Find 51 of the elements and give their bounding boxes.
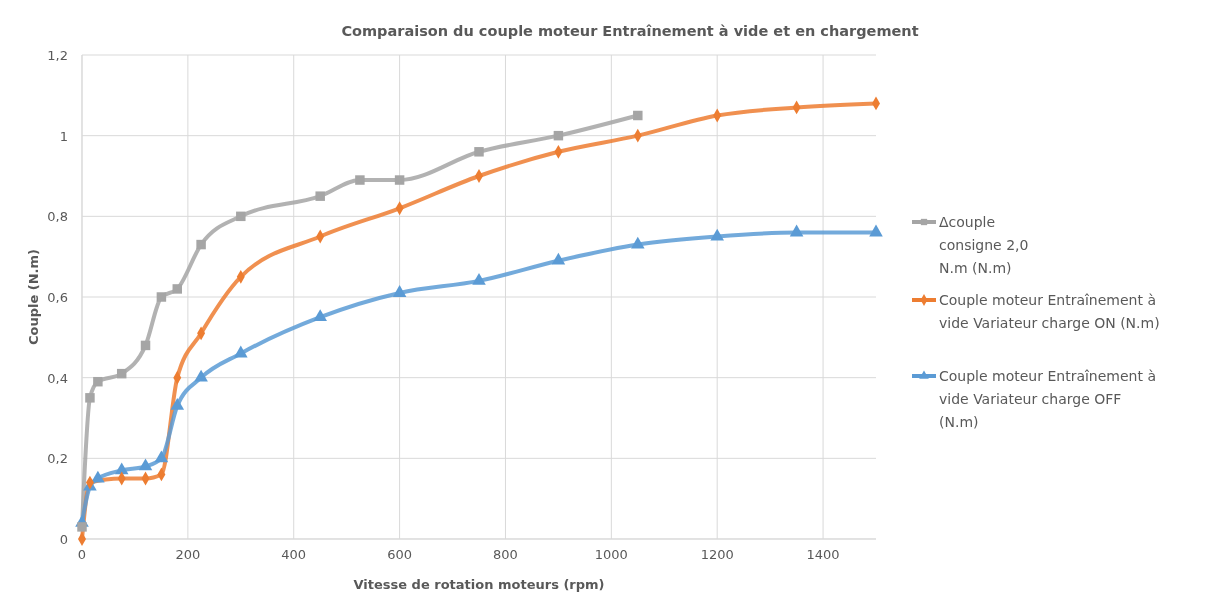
point [472,273,486,285]
point [631,236,645,249]
point [138,458,153,471]
point [77,522,87,532]
x-tick-label: 0 [77,547,87,562]
y-tick-label: 0,2 [47,451,68,467]
point [553,130,564,141]
point [140,340,151,351]
point [315,191,325,201]
point [93,376,103,387]
y-tick-label: 0,6 [47,290,68,305]
point [355,175,365,185]
legend-label: Couple moteur Entraînement à vide Variateur charge OFF (N.m) [939,368,1156,430]
y-axis-title: Couple (N.m) [26,248,41,346]
point [474,147,484,157]
legend-label: Δcouple consigne 2,0 N.m (N.m) [939,214,1029,276]
point [91,470,105,483]
point [156,292,167,302]
point [194,369,208,382]
x-tick-label: 400 [281,547,307,562]
point [551,252,566,265]
point [394,175,405,185]
point [196,239,206,250]
y-tick-label: 0 [59,532,68,547]
point [116,368,127,379]
point [170,398,185,410]
chart-title: Comparaison du couple moteur Entraînement à vide et en chargement [341,23,919,39]
point [234,345,248,358]
x-tick-label: 800 [493,547,518,562]
x-tick-label: 600 [387,547,413,562]
point [114,462,129,475]
point [789,224,804,237]
x-tick-label: 1200 [700,547,734,562]
y-tick-label: 0,4 [47,370,68,386]
legend-label: Couple moteur Entraînement à vide Variateur charge ON (N.m) [939,292,1160,331]
x-tick-label: 200 [175,547,201,562]
point [710,228,724,241]
point [154,450,169,463]
y-tick-label: 1 [59,128,68,144]
x-tick-label: 1400 [806,547,840,562]
point [392,285,407,297]
point [236,211,246,222]
point [172,284,183,294]
y-tick-label: 1,2 [47,48,68,63]
x-tick-label: 1000 [594,547,628,562]
x-axis-title: Vitesse de rotation moteurs (rpm) [353,577,605,592]
point [85,393,95,403]
point [869,224,883,237]
point [313,309,327,322]
y-tick-label: 0,8 [47,209,68,225]
point [633,110,643,121]
